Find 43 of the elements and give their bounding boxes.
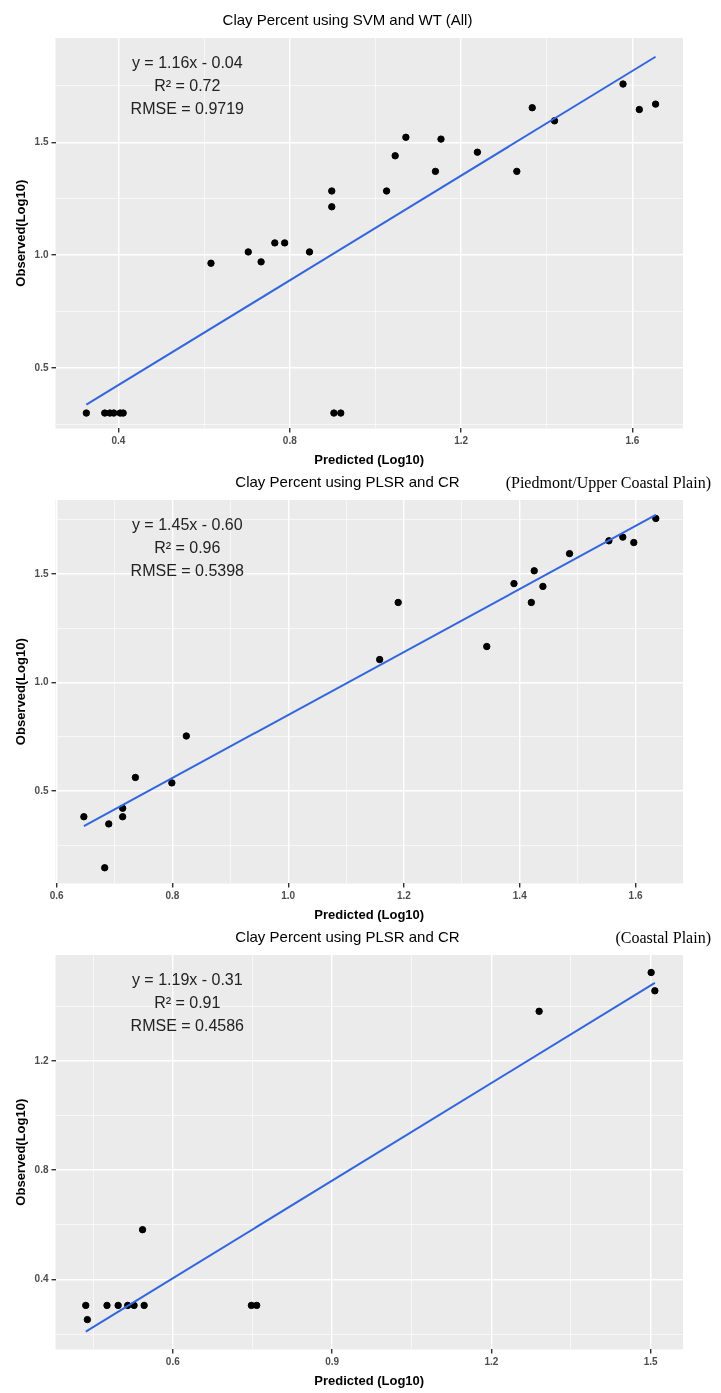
x-tick-label: 1.4 <box>512 890 528 902</box>
chart-title: Clay Percent using PLSR and CR <box>235 928 460 946</box>
x-tick-label: 1.5 <box>643 1356 658 1368</box>
x-tick-label: 0.6 <box>165 1356 181 1368</box>
x-tick-label: 1.2 <box>484 1356 499 1368</box>
x-axis-title: Predicted (Log10) <box>314 1372 425 1388</box>
annotation: y = 1.45x - 0.60 <box>131 516 243 534</box>
annotation: RMSE = 0.4586 <box>130 1017 245 1035</box>
annotation: RMSE = 0.5398 <box>130 562 245 580</box>
x-axis-title: Predicted (Log10) <box>314 451 425 467</box>
y-axis-title: Observed(Log10) <box>13 638 29 746</box>
y-tick-label: 0.8 <box>34 1163 49 1175</box>
chart-subtitle: (Coastal Plain) <box>615 929 711 948</box>
y-tick-label: 0.5 <box>34 784 49 796</box>
y-tick-label: 0.4 <box>34 1273 49 1285</box>
x-tick-label: 0.8 <box>165 890 180 902</box>
y-tick-label: 1.0 <box>34 248 49 260</box>
y-tick-label: 0.5 <box>34 361 49 373</box>
annotation: y = 1.19x - 0.31 <box>131 971 243 989</box>
annotation: RMSE = 0.9719 <box>130 100 245 118</box>
x-tick-label: 1.2 <box>454 435 469 447</box>
y-axis-title: Observed(Log10) <box>13 179 29 287</box>
x-tick-label: 0.9 <box>325 1356 340 1368</box>
chart-title: Clay Percent using PLSR and CR <box>235 473 460 491</box>
annotation: R² = 0.96 <box>154 539 221 557</box>
x-tick-label: 1.6 <box>625 435 640 447</box>
x-axis-title: Predicted (Log10) <box>314 906 425 922</box>
y-tick-label: 1.5 <box>34 567 49 579</box>
x-tick-label: 1.6 <box>628 890 643 902</box>
annotation: y = 1.16x - 0.04 <box>131 54 243 72</box>
chart-title: Clay Percent using SVM and WT (All) <box>222 11 473 29</box>
x-tick-label: 0.8 <box>282 435 298 447</box>
x-tick-label: 0.4 <box>111 435 126 447</box>
x-tick-label: 0.6 <box>49 890 65 902</box>
y-tick-label: 1.0 <box>34 676 49 688</box>
annotation: R² = 0.91 <box>154 994 221 1012</box>
annotation: R² = 0.72 <box>154 77 221 95</box>
y-tick-label: 1.5 <box>34 136 49 148</box>
y-tick-label: 1.2 <box>34 1054 49 1066</box>
x-tick-label: 1.0 <box>281 890 296 902</box>
chart-subtitle: (Piedmont/Upper Coastal Plain) <box>505 474 711 493</box>
x-tick-label: 1.2 <box>397 890 412 902</box>
y-axis-title: Observed(Log10) <box>13 1098 29 1206</box>
